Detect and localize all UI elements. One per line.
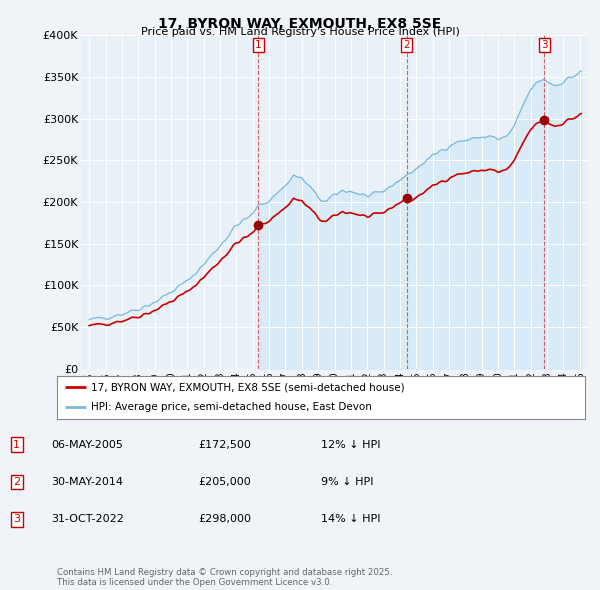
- Text: 17, BYRON WAY, EXMOUTH, EX8 5SE: 17, BYRON WAY, EXMOUTH, EX8 5SE: [158, 17, 442, 31]
- Text: 1: 1: [13, 440, 20, 450]
- Text: Price paid vs. HM Land Registry's House Price Index (HPI): Price paid vs. HM Land Registry's House …: [140, 27, 460, 37]
- Text: 30-MAY-2014: 30-MAY-2014: [51, 477, 123, 487]
- Text: 2: 2: [403, 40, 410, 50]
- Text: 1: 1: [255, 40, 262, 50]
- Text: 31-OCT-2022: 31-OCT-2022: [51, 514, 124, 524]
- Text: £205,000: £205,000: [198, 477, 251, 487]
- Text: 14% ↓ HPI: 14% ↓ HPI: [321, 514, 380, 524]
- Text: 06-MAY-2005: 06-MAY-2005: [51, 440, 123, 450]
- Text: £298,000: £298,000: [198, 514, 251, 524]
- Text: Contains HM Land Registry data © Crown copyright and database right 2025.
This d: Contains HM Land Registry data © Crown c…: [57, 568, 392, 587]
- Text: 9% ↓ HPI: 9% ↓ HPI: [321, 477, 373, 487]
- Text: 3: 3: [541, 40, 548, 50]
- Text: 2: 2: [13, 477, 20, 487]
- Text: 3: 3: [13, 514, 20, 524]
- Text: 12% ↓ HPI: 12% ↓ HPI: [321, 440, 380, 450]
- Text: £172,500: £172,500: [198, 440, 251, 450]
- Text: 17, BYRON WAY, EXMOUTH, EX8 5SE (semi-detached house): 17, BYRON WAY, EXMOUTH, EX8 5SE (semi-de…: [91, 382, 405, 392]
- Text: HPI: Average price, semi-detached house, East Devon: HPI: Average price, semi-detached house,…: [91, 402, 372, 412]
